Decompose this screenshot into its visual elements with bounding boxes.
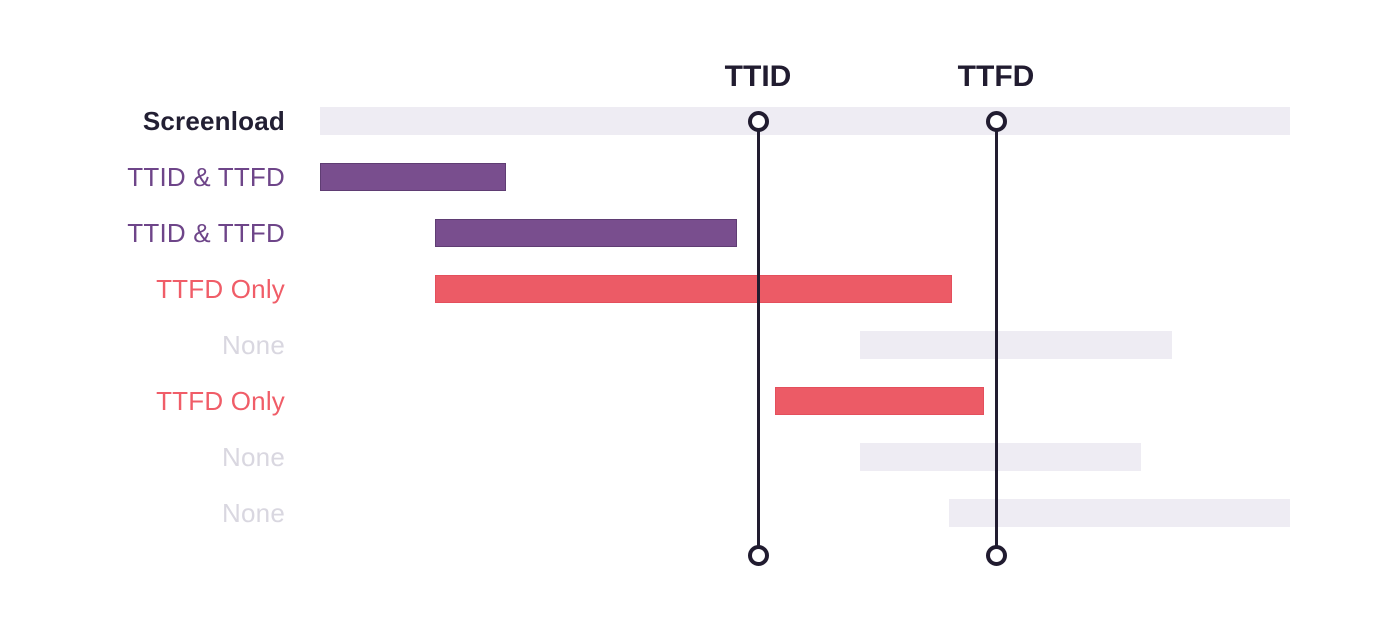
span-bar: [435, 219, 737, 247]
row-label: TTID & TTFD: [127, 162, 285, 192]
row-label: None: [222, 498, 285, 528]
timeline-row-ttid-ttfd-1: TTID & TTFD: [0, 163, 1400, 191]
timeline-row-ttfd-only-2: TTFD Only: [0, 387, 1400, 415]
span-bar: [860, 443, 1141, 471]
span-bar: [949, 499, 1290, 527]
row-label: TTFD Only: [156, 386, 285, 416]
row-label: None: [222, 442, 285, 472]
ttid-marker-line: [756, 121, 760, 555]
ttid-top-circle-icon: [747, 110, 769, 132]
row-label: None: [222, 330, 285, 360]
span-bar: [320, 163, 506, 191]
ttfd-bottom-circle-icon: [985, 544, 1007, 566]
timeline-row-none-3: None: [0, 499, 1400, 527]
timeline-row-none-2: None: [0, 443, 1400, 471]
row-label: TTID & TTFD: [127, 218, 285, 248]
ttfd-marker-label: TTFD: [957, 60, 1035, 93]
span-bar: [775, 387, 984, 415]
timeline-row-screenload: Screenload: [0, 107, 1400, 135]
span-bar: [435, 275, 952, 303]
span-bar: [320, 107, 1290, 135]
ttid-marker-label: TTID: [724, 60, 792, 93]
row-label: TTFD Only: [156, 274, 285, 304]
ttfd-top-circle-icon: [985, 110, 1007, 132]
timeline-row-none-1: None: [0, 331, 1400, 359]
ttid-bottom-circle-icon: [747, 544, 769, 566]
row-label: Screenload: [142, 106, 285, 136]
ttfd-marker-line: [994, 121, 998, 555]
timeline-row-ttid-ttfd-2: TTID & TTFD: [0, 219, 1400, 247]
span-bar: [860, 331, 1172, 359]
timeline-row-ttfd-only-1: TTFD Only: [0, 275, 1400, 303]
